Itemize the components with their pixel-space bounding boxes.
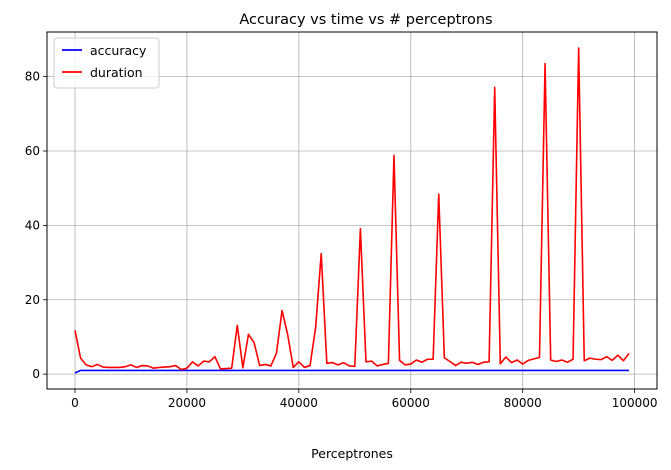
x-tick-label: 100000 — [612, 396, 658, 410]
axis-ticks: 0 20000 40000 60000 80000 100000 0 20 40 60 80 — [25, 70, 658, 410]
x-tick-label: 20000 — [168, 396, 206, 410]
x-tick-label: 80000 — [504, 396, 542, 410]
plot-lines — [74, 47, 630, 374]
x-axis-label: Perceptrones — [311, 446, 393, 461]
legend: accuracy duration — [53, 37, 160, 89]
plot-frame — [46, 31, 658, 390]
y-tick-label: 60 — [25, 144, 40, 158]
grid — [47, 32, 657, 389]
legend-label-duration: duration — [90, 65, 143, 80]
x-tick-label: 40000 — [280, 396, 318, 410]
series-line-accuracy — [74, 369, 630, 374]
x-tick-label: 0 — [71, 396, 79, 410]
x-tick-label: 60000 — [392, 396, 430, 410]
chart-title: Accuracy vs time vs # perceptrons — [239, 12, 492, 28]
series-line-duration — [74, 47, 630, 371]
y-tick-label: 20 — [25, 293, 40, 307]
y-tick-label: 40 — [25, 218, 40, 232]
legend-label-accuracy: accuracy — [90, 43, 147, 58]
y-tick-label: 80 — [25, 70, 40, 84]
y-tick-label: 0 — [32, 367, 40, 381]
